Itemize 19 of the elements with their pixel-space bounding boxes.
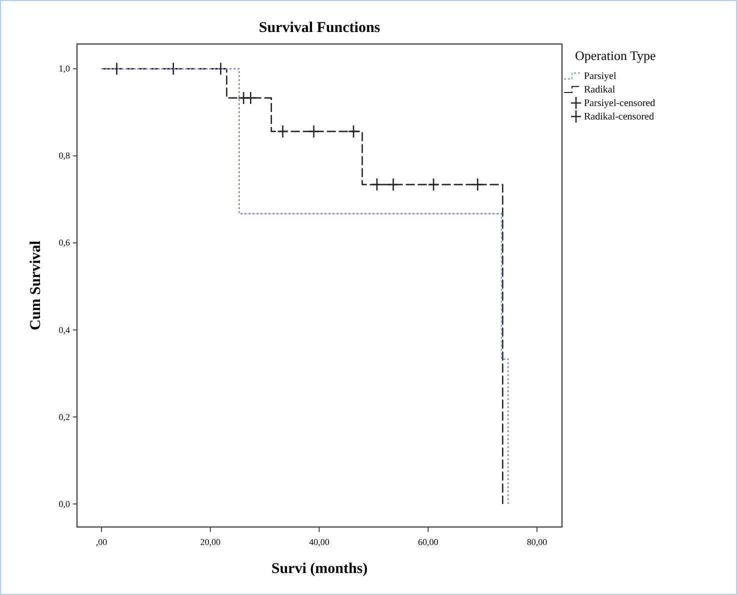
chart-title: Survival Functions xyxy=(258,20,380,36)
x-tick-label: 60,00 xyxy=(418,537,439,547)
legend-title: Operation Type xyxy=(575,48,656,63)
y-tick-label: 1,0 xyxy=(58,64,70,74)
legend-label: Radikal-censored xyxy=(584,112,654,123)
y-axis-title: Cum Survival xyxy=(28,240,44,330)
legend-label: Parsiyel xyxy=(584,71,616,82)
y-tick-label: 0,4 xyxy=(58,324,70,335)
x-tick-label: 80,00 xyxy=(526,537,548,547)
legend-label: Parsiyel-censored xyxy=(584,98,656,110)
y-tick-label: 0,2 xyxy=(58,412,70,422)
x-axis-title: Survi (months) xyxy=(271,561,368,577)
y-tick-label: 0,6 xyxy=(58,238,70,248)
y-tick-label: 0,0 xyxy=(58,498,70,509)
x-tick-label: 20,00 xyxy=(200,537,221,547)
x-tick-label: ,00 xyxy=(96,537,108,547)
y-tick-label: 0,8 xyxy=(58,150,70,161)
x-tick-label: 40,00 xyxy=(309,537,330,547)
legend-label: Radikal xyxy=(584,84,616,96)
